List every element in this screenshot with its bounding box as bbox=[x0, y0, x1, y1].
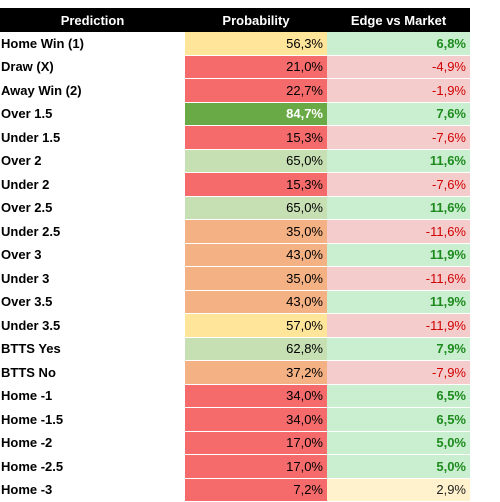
edge-cell: -7,6% bbox=[327, 172, 470, 197]
table-row: Draw (X) 21,0% -4,9% bbox=[0, 55, 470, 79]
probability-cell: 65,0% bbox=[185, 196, 327, 220]
prediction-label: Home -1.5 bbox=[0, 407, 185, 432]
edge-cell: 11,9% bbox=[327, 243, 470, 267]
prediction-table: Prediction Probability Edge vs Market Ho… bbox=[0, 8, 470, 502]
edge-cell: -11,9% bbox=[327, 313, 470, 338]
edge-cell: -7,9% bbox=[327, 360, 470, 385]
table-row: Home -2 17,0% 5,0% bbox=[0, 431, 470, 455]
probability-cell: 56,3% bbox=[185, 32, 327, 56]
header-cell: Probability bbox=[185, 8, 327, 32]
edge-cell: -11,6% bbox=[327, 266, 470, 291]
prediction-label: Under 2.5 bbox=[0, 219, 185, 244]
table-row: Under 2 15,3% -7,6% bbox=[0, 172, 470, 197]
edge-cell: 2,9% bbox=[327, 478, 470, 502]
table-row: Home -3 7,2% 2,9% bbox=[0, 478, 470, 502]
probability-cell: 34,0% bbox=[185, 384, 327, 408]
table-wrapper: Prediction Probability Edge vs Market Ho… bbox=[0, 8, 470, 502]
edge-cell: -4,9% bbox=[327, 55, 470, 79]
prediction-label: BTTS Yes bbox=[0, 337, 185, 361]
prediction-label: Over 2.5 bbox=[0, 196, 185, 220]
table-row: Home Win (1) 56,3% 6,8% bbox=[0, 32, 470, 56]
table-row: Over 2 65,0% 11,6% bbox=[0, 149, 470, 173]
prediction-label: Over 2 bbox=[0, 149, 185, 173]
table-body: Home Win (1) 56,3% 6,8% Draw (X) 21,0% -4,9% A… bbox=[0, 32, 470, 502]
table-row: Over 2.5 65,0% 11,6% bbox=[0, 196, 470, 220]
edge-cell: 11,6% bbox=[327, 149, 470, 173]
prediction-label: Away Win (2) bbox=[0, 78, 185, 103]
header-row: Prediction Probability Edge vs Market bbox=[0, 8, 470, 32]
prediction-label: BTTS No bbox=[0, 360, 185, 385]
table-row: Home -1.5 34,0% 6,5% bbox=[0, 407, 470, 432]
table-row: Over 1.5 84,7% 7,6% bbox=[0, 102, 470, 126]
probability-cell: 35,0% bbox=[185, 266, 327, 291]
probability-cell: 17,0% bbox=[185, 431, 327, 455]
table-row: Under 2.5 35,0% -11,6% bbox=[0, 219, 470, 244]
table-row: Over 3.5 43,0% 11,9% bbox=[0, 290, 470, 314]
header-cell: Edge vs Market bbox=[327, 8, 470, 32]
table-row: Under 3.5 57,0% -11,9% bbox=[0, 313, 470, 338]
edge-cell: 7,9% bbox=[327, 337, 470, 361]
edge-cell: -11,6% bbox=[327, 219, 470, 244]
probability-cell: 35,0% bbox=[185, 219, 327, 244]
probability-cell: 43,0% bbox=[185, 290, 327, 314]
edge-cell: -1,9% bbox=[327, 78, 470, 103]
header-cell: Prediction bbox=[0, 8, 185, 32]
prediction-label: Under 2 bbox=[0, 172, 185, 197]
probability-cell: 65,0% bbox=[185, 149, 327, 173]
probability-cell: 57,0% bbox=[185, 313, 327, 338]
probability-cell: 7,2% bbox=[185, 478, 327, 502]
prediction-label: Under 3.5 bbox=[0, 313, 185, 338]
probability-cell: 15,3% bbox=[185, 172, 327, 197]
probability-cell: 43,0% bbox=[185, 243, 327, 267]
prediction-label: Over 3 bbox=[0, 243, 185, 267]
table-row: Home -2.5 17,0% 5,0% bbox=[0, 454, 470, 479]
probability-cell: 37,2% bbox=[185, 360, 327, 385]
prediction-label: Home -3 bbox=[0, 478, 185, 502]
probability-cell: 62,8% bbox=[185, 337, 327, 361]
table-row: Home -1 34,0% 6,5% bbox=[0, 384, 470, 408]
edge-cell: 5,0% bbox=[327, 431, 470, 455]
edge-cell: 6,8% bbox=[327, 32, 470, 56]
edge-cell: 6,5% bbox=[327, 384, 470, 408]
prediction-label: Home -2 bbox=[0, 431, 185, 455]
edge-cell: 7,6% bbox=[327, 102, 470, 126]
table-row: Under 3 35,0% -11,6% bbox=[0, 266, 470, 291]
table-row: Under 1.5 15,3% -7,6% bbox=[0, 125, 470, 150]
prediction-label: Over 3.5 bbox=[0, 290, 185, 314]
prediction-label: Under 1.5 bbox=[0, 125, 185, 150]
probability-cell: 34,0% bbox=[185, 407, 327, 432]
prediction-label: Over 1.5 bbox=[0, 102, 185, 126]
table-header: Prediction Probability Edge vs Market bbox=[0, 8, 470, 32]
probability-cell: 15,3% bbox=[185, 125, 327, 150]
edge-cell: -7,6% bbox=[327, 125, 470, 150]
prediction-label: Home -2.5 bbox=[0, 454, 185, 479]
table-row: Away Win (2) 22,7% -1,9% bbox=[0, 78, 470, 103]
probability-cell: 21,0% bbox=[185, 55, 327, 79]
edge-cell: 6,5% bbox=[327, 407, 470, 432]
table-row: BTTS No 37,2% -7,9% bbox=[0, 360, 470, 385]
prediction-label: Home Win (1) bbox=[0, 32, 185, 56]
prediction-label: Under 3 bbox=[0, 266, 185, 291]
probability-cell: 84,7% bbox=[185, 102, 327, 126]
table-row: Over 3 43,0% 11,9% bbox=[0, 243, 470, 267]
edge-cell: 11,6% bbox=[327, 196, 470, 220]
probability-cell: 22,7% bbox=[185, 78, 327, 103]
probability-cell: 17,0% bbox=[185, 454, 327, 479]
edge-cell: 5,0% bbox=[327, 454, 470, 479]
table-row: BTTS Yes 62,8% 7,9% bbox=[0, 337, 470, 361]
edge-cell: 11,9% bbox=[327, 290, 470, 314]
prediction-label: Draw (X) bbox=[0, 55, 185, 79]
prediction-label: Home -1 bbox=[0, 384, 185, 408]
